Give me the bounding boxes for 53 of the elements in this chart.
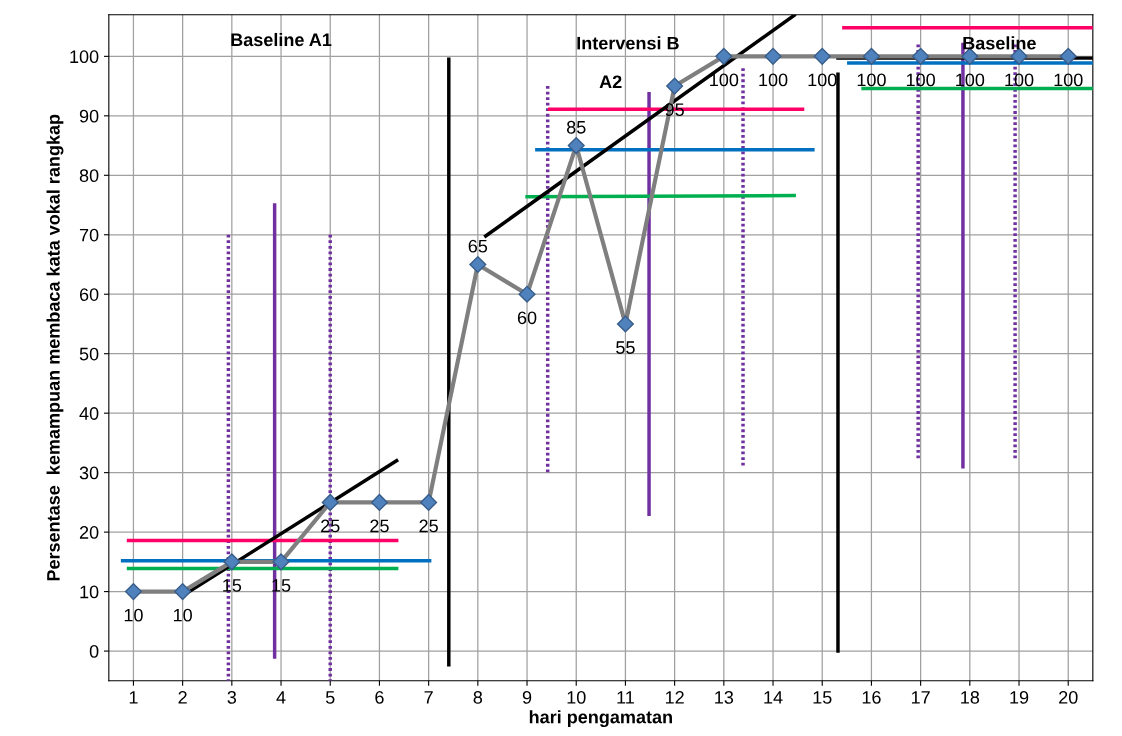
y-tick-label: 30 <box>79 466 99 480</box>
y-tick-label: 90 <box>79 109 99 123</box>
data-label: 15 <box>223 579 242 592</box>
x-tick-label: 17 <box>911 691 930 704</box>
data-label: 100 <box>1005 73 1034 87</box>
annotation: Baseline <box>963 36 1036 50</box>
x-tick-label: 3 <box>227 691 237 704</box>
annotation: Baseline A1 <box>231 32 332 47</box>
y-tick-label: 80 <box>79 169 99 183</box>
y-tick-label: 20 <box>79 526 99 539</box>
data-label: 25 <box>321 519 340 533</box>
x-tick-label: 11 <box>617 691 634 704</box>
x-tick-label: 6 <box>375 691 384 704</box>
x-tick-label: 4 <box>276 691 286 704</box>
data-label: 85 <box>566 120 586 134</box>
y-tick-label: 100 <box>70 50 99 64</box>
y-tick-label: 40 <box>79 407 99 420</box>
x-tick-label: 1 <box>129 691 138 704</box>
x-tick-label: 16 <box>862 691 881 704</box>
x-tick-label: 14 <box>764 691 783 704</box>
data-label: 60 <box>517 311 537 325</box>
x-tick-label: 9 <box>522 691 532 704</box>
data-label: 100 <box>857 73 886 87</box>
x-tick-label: 7 <box>424 691 433 704</box>
data-label: 10 <box>124 608 143 622</box>
x-tick-label: 20 <box>1059 691 1078 704</box>
y-tick-label: 10 <box>80 585 99 599</box>
y-tick-label: 70 <box>79 228 99 242</box>
x-tick-label: 19 <box>1010 691 1029 704</box>
data-label: 100 <box>759 73 788 87</box>
y-tick-label: 60 <box>79 288 99 301</box>
data-label: 100 <box>1054 73 1083 87</box>
y-tick-label: 50 <box>79 347 99 361</box>
data-label: 25 <box>419 519 438 533</box>
x-tick-label: 12 <box>665 691 684 704</box>
x-tick-label: 18 <box>961 691 980 704</box>
x-tick-label: 2 <box>178 691 187 704</box>
data-label: 100 <box>710 73 739 87</box>
data-label: 55 <box>616 341 635 354</box>
data-label: 65 <box>468 239 488 253</box>
x-tick-label: 13 <box>715 691 734 704</box>
data-label: 25 <box>370 519 389 533</box>
data-label: 10 <box>173 608 192 622</box>
x-tick-label: 8 <box>473 691 483 704</box>
x-tick-label: 5 <box>325 691 335 704</box>
x-axis-title: hari pengamatan <box>529 710 672 728</box>
x-tick-label: 15 <box>813 691 832 704</box>
y-axis-title: Persentase kemampuan membaca kata vokal rangkap <box>46 114 64 581</box>
annotation: Intervensi B <box>577 36 679 50</box>
x-tick-label: 10 <box>567 691 586 704</box>
annotation: A2 <box>599 75 622 88</box>
data-label: 100 <box>906 73 935 87</box>
y-tick-label: 0 <box>89 645 99 658</box>
